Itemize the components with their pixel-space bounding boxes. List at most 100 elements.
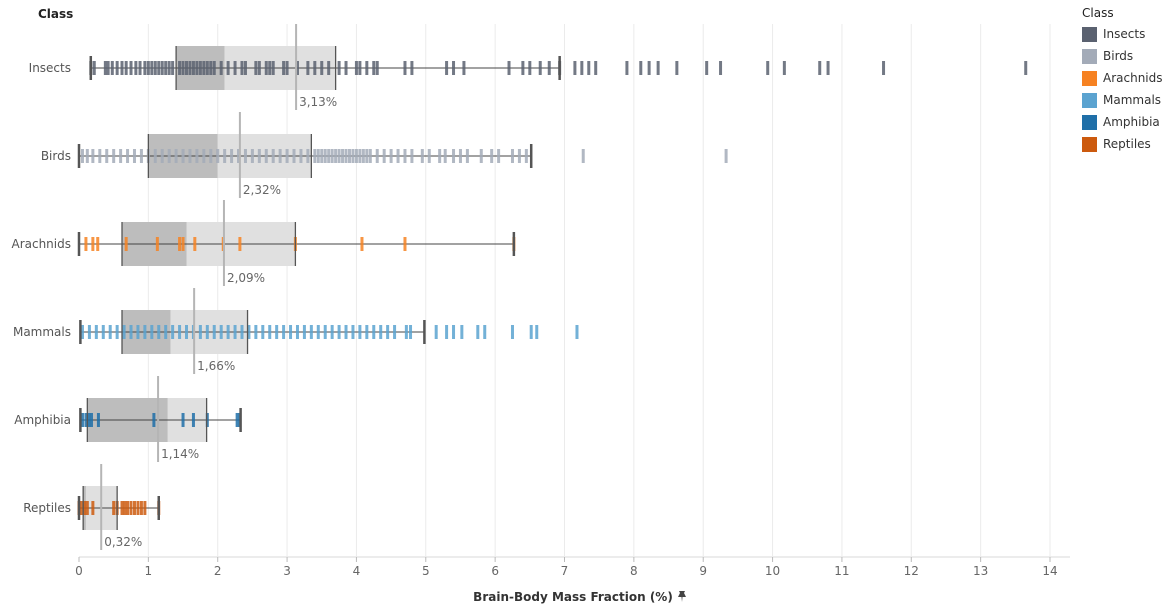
data-point[interactable] xyxy=(247,325,251,339)
data-point[interactable] xyxy=(264,149,268,163)
data-point[interactable] xyxy=(289,325,293,339)
data-point[interactable] xyxy=(108,325,112,339)
data-point[interactable] xyxy=(257,61,261,75)
legend-item-arachnids[interactable]: Arachnids xyxy=(1082,67,1172,89)
data-point[interactable] xyxy=(479,149,483,163)
data-point[interactable] xyxy=(334,149,338,163)
data-point[interactable] xyxy=(330,325,334,339)
data-point[interactable] xyxy=(538,61,542,75)
data-point[interactable] xyxy=(337,149,341,163)
data-point[interactable] xyxy=(306,61,310,75)
data-point[interactable] xyxy=(351,325,355,339)
data-point[interactable] xyxy=(80,325,84,339)
data-point[interactable] xyxy=(261,325,265,339)
data-point[interactable] xyxy=(358,61,362,75)
data-point[interactable] xyxy=(382,149,386,163)
data-point[interactable] xyxy=(271,149,275,163)
data-point[interactable] xyxy=(354,61,358,75)
data-point[interactable] xyxy=(360,237,364,251)
data-point[interactable] xyxy=(403,149,407,163)
data-point[interactable] xyxy=(257,149,261,163)
data-point[interactable] xyxy=(219,325,223,339)
data-point[interactable] xyxy=(517,149,521,163)
data-point[interactable] xyxy=(205,61,209,75)
data-point[interactable] xyxy=(160,149,164,163)
data-point[interactable] xyxy=(157,325,161,339)
data-point[interactable] xyxy=(365,325,369,339)
data-point[interactable] xyxy=(302,325,306,339)
data-point[interactable] xyxy=(594,61,598,75)
data-point[interactable] xyxy=(198,325,202,339)
legend-item-mammals[interactable]: Mammals xyxy=(1082,89,1172,111)
data-point[interactable] xyxy=(368,149,372,163)
data-point[interactable] xyxy=(507,61,511,75)
data-point[interactable] xyxy=(535,325,539,339)
data-point[interactable] xyxy=(209,149,213,163)
data-point[interactable] xyxy=(237,149,241,163)
data-point[interactable] xyxy=(403,237,407,251)
data-point[interactable] xyxy=(358,149,362,163)
data-point[interactable] xyxy=(98,149,102,163)
data-point[interactable] xyxy=(216,149,220,163)
data-point[interactable] xyxy=(191,413,195,427)
data-point[interactable] xyxy=(205,325,209,339)
data-point[interactable] xyxy=(818,61,822,75)
data-point[interactable] xyxy=(268,61,272,75)
data-point[interactable] xyxy=(212,61,216,75)
data-point[interactable] xyxy=(146,61,150,75)
data-point[interactable] xyxy=(87,325,91,339)
data-point[interactable] xyxy=(719,61,723,75)
data-point[interactable] xyxy=(243,61,247,75)
data-point[interactable] xyxy=(167,61,171,75)
data-point[interactable] xyxy=(434,325,438,339)
data-point[interactable] xyxy=(625,61,629,75)
data-point[interactable] xyxy=(452,149,456,163)
data-point[interactable] xyxy=(462,61,466,75)
data-point[interactable] xyxy=(155,237,159,251)
data-point[interactable] xyxy=(320,61,324,75)
data-point[interactable] xyxy=(295,325,299,339)
data-point[interactable] xyxy=(375,61,379,75)
data-point[interactable] xyxy=(198,61,202,75)
data-point[interactable] xyxy=(188,149,192,163)
data-point[interactable] xyxy=(240,61,244,75)
data-point[interactable] xyxy=(452,61,456,75)
data-point[interactable] xyxy=(219,61,223,75)
data-point[interactable] xyxy=(96,413,100,427)
data-point[interactable] xyxy=(120,501,124,515)
data-point[interactable] xyxy=(126,501,130,515)
data-point[interactable] xyxy=(209,61,213,75)
data-point[interactable] xyxy=(465,149,469,163)
data-point[interactable] xyxy=(705,61,709,75)
data-point[interactable] xyxy=(124,237,128,251)
data-point[interactable] xyxy=(226,325,230,339)
data-point[interactable] xyxy=(129,501,133,515)
data-point[interactable] xyxy=(372,61,376,75)
data-point[interactable] xyxy=(160,61,164,75)
data-point[interactable] xyxy=(313,149,317,163)
data-point[interactable] xyxy=(191,61,195,75)
data-point[interactable] xyxy=(309,325,313,339)
data-point[interactable] xyxy=(347,149,351,163)
data-point[interactable] xyxy=(226,61,230,75)
data-point[interactable] xyxy=(83,501,87,515)
data-point[interactable] xyxy=(404,325,408,339)
data-point[interactable] xyxy=(115,61,119,75)
data-point[interactable] xyxy=(233,61,237,75)
data-point[interactable] xyxy=(278,149,282,163)
data-point[interactable] xyxy=(84,237,88,251)
data-point[interactable] xyxy=(295,61,299,75)
data-point[interactable] xyxy=(724,149,728,163)
data-point[interactable] xyxy=(139,149,143,163)
data-point[interactable] xyxy=(323,149,327,163)
data-point[interactable] xyxy=(365,149,369,163)
data-point[interactable] xyxy=(445,325,449,339)
data-point[interactable] xyxy=(403,61,407,75)
data-point[interactable] xyxy=(1024,61,1028,75)
data-point[interactable] xyxy=(452,325,456,339)
data-point[interactable] xyxy=(126,149,130,163)
data-point[interactable] xyxy=(167,149,171,163)
data-point[interactable] xyxy=(639,61,643,75)
data-point[interactable] xyxy=(882,61,886,75)
data-point[interactable] xyxy=(101,325,105,339)
